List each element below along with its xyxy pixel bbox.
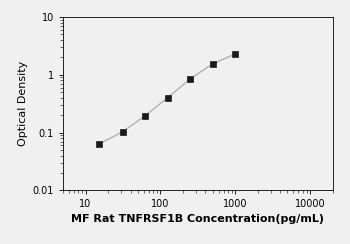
Y-axis label: Optical Density: Optical Density (19, 61, 28, 146)
X-axis label: MF Rat TNFRSF1B Concentration(pg/mL): MF Rat TNFRSF1B Concentration(pg/mL) (71, 214, 324, 224)
